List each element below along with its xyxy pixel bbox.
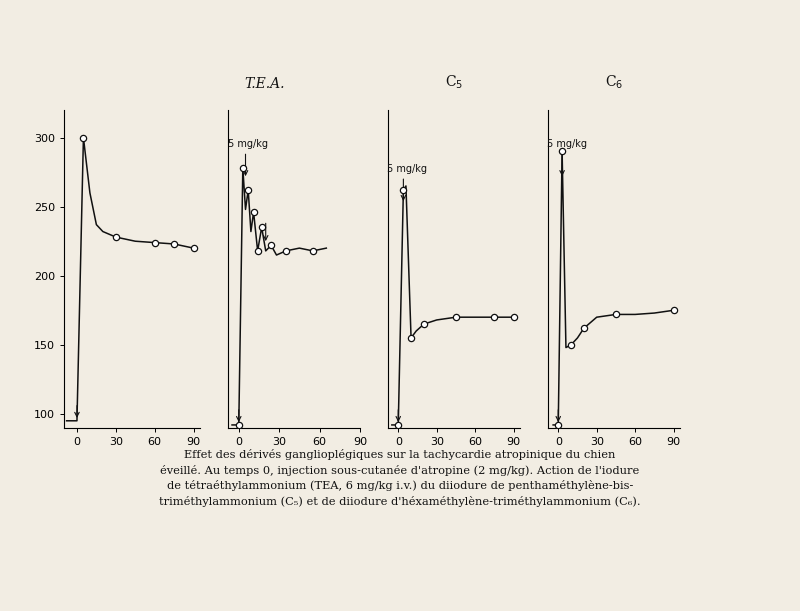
Text: C$_6$: C$_6$ [605,73,623,91]
Text: C$_5$: C$_5$ [445,73,463,91]
Text: Effet des dérivés ganglioplégiques sur la tachycardie atropinique du chien
éveil: Effet des dérivés ganglioplégiques sur l… [159,449,641,507]
Text: 5 mg/kg: 5 mg/kg [547,139,587,148]
Text: 5 mg/kg: 5 mg/kg [228,139,268,148]
Text: T.E.A.: T.E.A. [245,77,286,91]
Text: 5 mg/kg: 5 mg/kg [387,164,427,174]
